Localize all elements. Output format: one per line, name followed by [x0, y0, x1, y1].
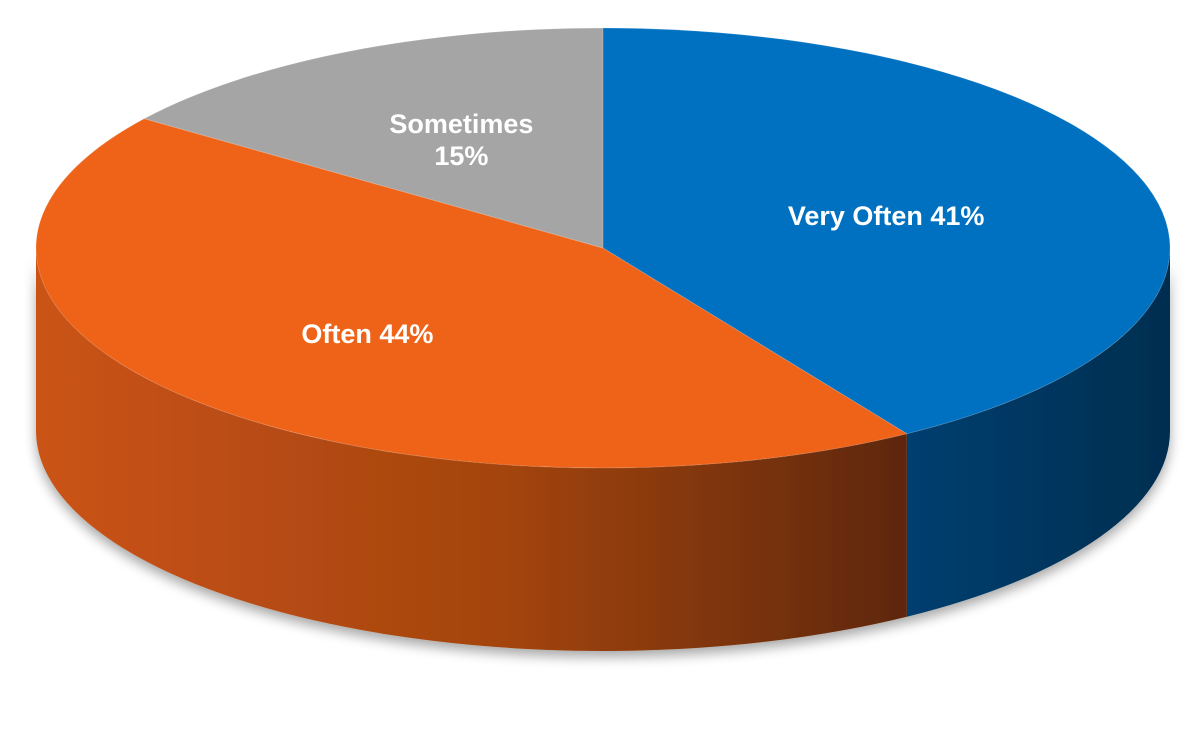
pie-slice-often — [35, 118, 909, 469]
pie-slice-sometimes — [142, 27, 604, 249]
pie-slice-very-often — [602, 27, 1171, 435]
data-label-sometimes: Sometimes 15% — [389, 109, 533, 171]
pie-top-faces — [35, 27, 1171, 469]
data-label-often: Often 44% — [301, 319, 433, 349]
pie-side-often — [36, 248, 907, 651]
pie-side-walls — [36, 248, 1170, 651]
pie-data-labels: Very Often 41% Often 44% Sometimes 15% — [301, 109, 984, 349]
pie-side-very-often — [906, 248, 1170, 617]
data-label-very-often: Very Often 41% — [788, 201, 985, 231]
